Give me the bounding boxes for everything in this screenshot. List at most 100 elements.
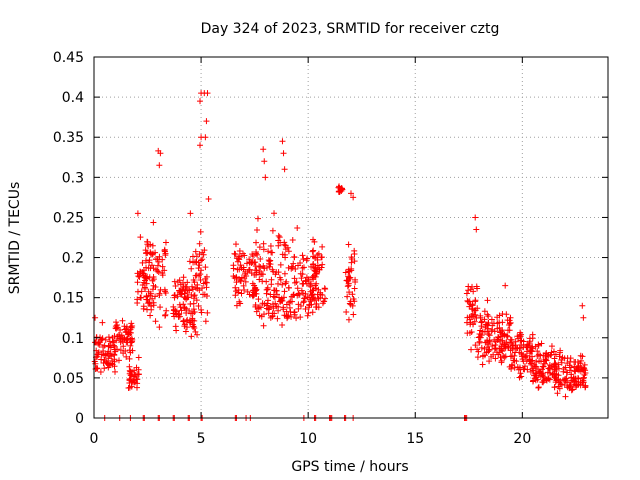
data-point-marker — [179, 287, 186, 294]
data-point-marker — [125, 384, 132, 391]
data-point-marker — [127, 375, 134, 382]
data-point-marker — [481, 308, 488, 315]
data-point-marker — [134, 299, 141, 306]
data-point-marker — [152, 283, 159, 290]
data-point-marker — [475, 348, 482, 355]
data-point-marker — [162, 239, 169, 246]
data-point-marker — [144, 273, 151, 280]
data-point-marker — [485, 331, 492, 338]
data-point-marker — [232, 241, 239, 248]
x-tick-label: 20 — [513, 431, 531, 447]
data-point-marker — [348, 190, 354, 197]
data-point-marker — [495, 351, 502, 358]
data-point-marker — [317, 289, 324, 296]
data-point-marker — [556, 385, 563, 392]
data-point-marker — [472, 342, 479, 349]
data-point-marker — [192, 272, 199, 279]
data-point-marker — [532, 363, 539, 370]
data-point-marker — [566, 384, 573, 391]
data-point-marker — [505, 327, 512, 334]
data-point-marker — [535, 384, 542, 391]
data-point-marker — [492, 355, 499, 362]
data-point-marker — [293, 279, 300, 286]
data-point-marker — [147, 312, 154, 319]
data-point-marker — [146, 299, 153, 306]
data-point-marker — [540, 377, 547, 384]
data-point-marker — [580, 374, 587, 381]
data-point-marker — [348, 254, 355, 261]
data-point-marker — [498, 357, 505, 364]
data-point-marker — [240, 264, 247, 271]
data-point-marker — [554, 390, 561, 397]
data-point-marker — [114, 333, 121, 340]
data-point-marker — [463, 319, 470, 326]
data-point-marker — [481, 352, 488, 359]
data-point-marker — [477, 327, 484, 334]
data-point-marker — [291, 275, 298, 282]
data-point-marker — [528, 353, 535, 360]
data-point-marker — [198, 306, 205, 313]
data-point-marker — [128, 339, 135, 346]
data-point-marker — [154, 256, 161, 263]
data-point-marker — [252, 285, 259, 292]
data-point-marker — [342, 269, 349, 276]
data-point-marker — [100, 352, 107, 359]
data-point-marker — [253, 308, 260, 315]
data-point-marker — [174, 279, 181, 286]
data-point-marker — [180, 301, 187, 308]
data-point-marker — [96, 339, 103, 346]
data-point-marker — [183, 317, 190, 324]
data-point-marker — [579, 379, 586, 386]
data-point-marker — [312, 255, 319, 262]
data-point-marker — [319, 261, 326, 268]
data-point-marker — [476, 330, 483, 337]
data-point-marker — [486, 358, 493, 365]
data-point-marker — [485, 325, 492, 332]
data-point-marker — [467, 301, 474, 308]
data-point-marker — [266, 258, 273, 265]
data-point-marker — [263, 286, 270, 293]
data-point-marker — [337, 186, 344, 193]
data-point-marker — [155, 258, 162, 265]
data-point-marker — [508, 339, 515, 346]
data-point-marker — [171, 292, 178, 299]
data-point-marker — [252, 263, 259, 270]
data-point-marker — [197, 228, 204, 235]
data-point-marker — [545, 365, 552, 372]
data-point-marker — [494, 314, 501, 321]
data-point-marker — [271, 310, 278, 317]
data-point-marker — [517, 337, 524, 344]
data-point-marker — [238, 290, 245, 297]
data-point-marker — [517, 370, 524, 377]
data-point-marker — [134, 279, 141, 286]
data-point-marker — [127, 342, 134, 349]
data-point-marker — [523, 343, 530, 350]
data-point-marker — [542, 356, 549, 363]
data-point-marker — [302, 290, 309, 297]
data-point-marker — [237, 300, 244, 307]
data-point-marker — [472, 311, 479, 318]
data-point-marker — [506, 317, 513, 324]
data-point-marker — [202, 134, 209, 141]
data-point-marker — [307, 298, 314, 305]
data-point-marker — [189, 310, 196, 317]
data-point-marker — [267, 242, 274, 249]
data-point-marker — [315, 250, 322, 257]
data-point-marker — [235, 286, 242, 293]
data-point-marker — [137, 234, 144, 241]
data-point-marker — [147, 290, 154, 297]
data-point-marker — [535, 384, 542, 391]
data-point-marker — [143, 250, 150, 257]
data-point-marker — [128, 324, 135, 331]
data-point-marker — [294, 285, 301, 292]
data-point-marker — [468, 346, 475, 353]
data-point-marker — [551, 384, 558, 391]
data-point-marker — [532, 343, 539, 350]
data-point-marker — [581, 361, 588, 368]
data-point-marker — [174, 293, 181, 300]
data-point-marker — [152, 318, 159, 325]
data-point-marker — [545, 375, 552, 382]
data-point-marker — [345, 266, 352, 273]
data-point-marker — [120, 343, 127, 350]
data-point-marker — [316, 266, 323, 273]
